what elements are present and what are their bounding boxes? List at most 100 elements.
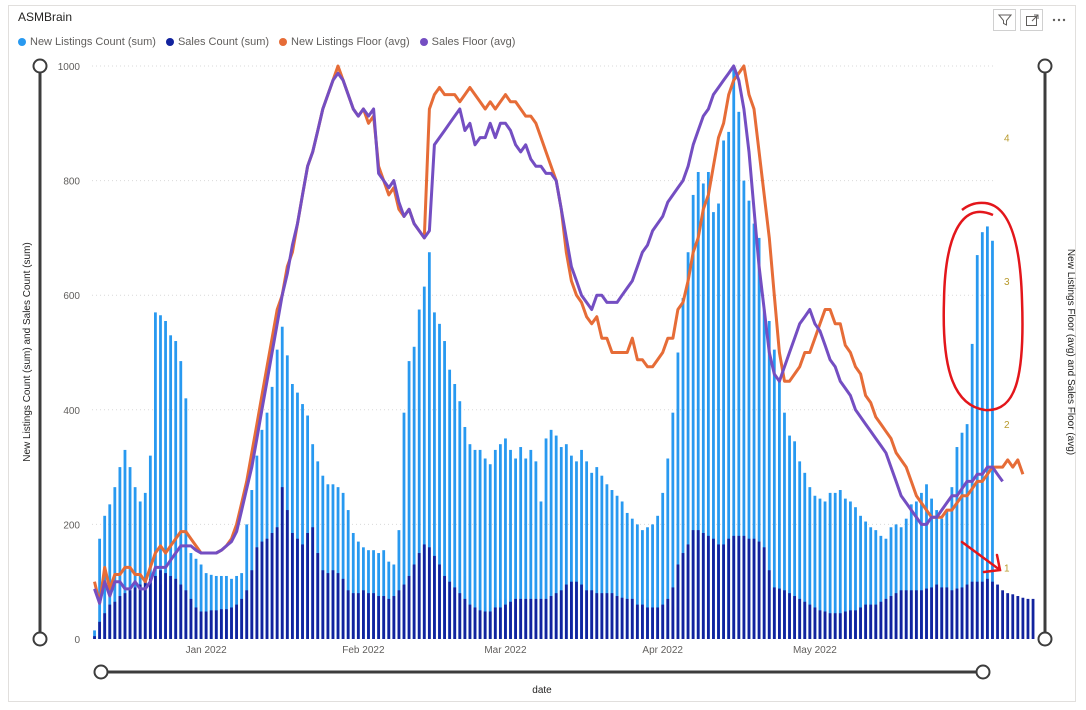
bar-new-listings[interactable] [930, 498, 933, 639]
bar-sales-count[interactable] [367, 593, 370, 639]
bar-sales-count[interactable] [433, 555, 436, 639]
bar-new-listings[interactable] [250, 490, 254, 639]
bar-new-listings[interactable] [960, 432, 964, 639]
bar-new-listings[interactable] [382, 550, 386, 639]
bar-new-listings[interactable] [798, 461, 802, 639]
bar-sales-count[interactable] [544, 598, 548, 639]
bar-sales-count[interactable] [818, 610, 822, 639]
bar-new-listings[interactable] [955, 447, 959, 639]
bar-sales-count[interactable] [204, 611, 208, 639]
bar-sales-count[interactable] [133, 587, 137, 639]
bar-new-listings[interactable] [326, 484, 330, 639]
bar-new-listings[interactable] [118, 467, 122, 639]
bar-sales-count[interactable] [174, 578, 178, 639]
bar-new-listings[interactable] [823, 501, 827, 639]
bar-new-listings[interactable] [828, 492, 832, 639]
bar-sales-count[interactable] [980, 581, 984, 639]
bar-new-listings[interactable] [549, 429, 553, 639]
bar-new-listings[interactable] [539, 501, 543, 639]
bar-sales-count[interactable] [610, 593, 614, 639]
bar-new-listings[interactable] [864, 521, 868, 639]
bar-sales-count[interactable] [737, 535, 741, 639]
x-zoom-slider[interactable] [93, 664, 991, 680]
bar-sales-count[interactable] [580, 584, 583, 639]
bar-sales-count[interactable] [590, 590, 594, 639]
bar-sales-count[interactable] [940, 587, 944, 639]
bar-new-listings[interactable] [575, 461, 578, 639]
bar-sales-count[interactable] [412, 564, 416, 639]
bar-new-listings[interactable] [737, 111, 741, 640]
bar-new-listings[interactable] [443, 341, 446, 639]
bar-sales-count[interactable] [570, 581, 573, 639]
bar-new-listings[interactable] [225, 575, 228, 639]
bar-new-listings[interactable] [169, 335, 173, 639]
bar-new-listings[interactable] [605, 484, 609, 639]
bar-new-listings[interactable] [914, 501, 918, 639]
bar-sales-count[interactable] [1021, 597, 1025, 639]
bar-sales-count[interactable] [747, 538, 751, 639]
bar-sales-count[interactable] [681, 553, 685, 639]
bar-sales-count[interactable] [1016, 596, 1020, 639]
bar-sales-count[interactable] [306, 532, 309, 639]
bar-sales-count[interactable] [519, 598, 523, 639]
bar-sales-count[interactable] [717, 544, 720, 639]
bar-new-listings[interactable] [468, 444, 472, 639]
bar-new-listings[interactable] [397, 530, 401, 639]
bar-new-listings[interactable] [838, 490, 842, 639]
bar-sales-count[interactable] [656, 607, 660, 639]
bar-sales-count[interactable] [554, 593, 558, 639]
bar-new-listings[interactable] [899, 527, 903, 639]
bar-sales-count[interactable] [874, 604, 878, 639]
bar-new-listings[interactable] [641, 530, 644, 639]
bar-sales-count[interactable] [514, 598, 517, 639]
bar-sales-count[interactable] [422, 544, 426, 639]
bar-new-listings[interactable] [214, 575, 218, 639]
bar-sales-count[interactable] [148, 578, 152, 639]
bar-sales-count[interactable] [904, 590, 908, 639]
bar-new-listings[interactable] [341, 492, 345, 639]
bar-sales-count[interactable] [255, 547, 259, 639]
bar-new-listings[interactable] [438, 323, 441, 639]
bar-new-listings[interactable] [412, 346, 416, 639]
bar-sales-count[interactable] [752, 538, 756, 639]
bar-sales-count[interactable] [478, 610, 482, 639]
bar-new-listings[interactable] [483, 458, 487, 639]
bar-sales-count[interactable] [889, 596, 893, 639]
bar-new-listings[interactable] [199, 564, 203, 639]
bar-new-listings[interactable] [493, 449, 497, 639]
bar-sales-count[interactable] [296, 538, 299, 639]
bar-new-listings[interactable] [600, 475, 604, 639]
bar-sales-count[interactable] [960, 587, 964, 639]
bar-sales-count[interactable] [620, 597, 624, 639]
bar-sales-count[interactable] [732, 535, 736, 639]
bar-sales-count[interactable] [427, 547, 431, 639]
bar-new-listings[interactable] [788, 435, 791, 639]
bar-sales-count[interactable] [468, 604, 472, 639]
bar-new-listings[interactable] [265, 412, 269, 639]
bar-new-listings[interactable] [280, 326, 284, 639]
bar-sales-count[interactable] [143, 581, 147, 639]
bar-sales-count[interactable] [509, 601, 512, 639]
bar-sales-count[interactable] [1011, 594, 1015, 639]
bar-new-listings[interactable] [980, 232, 984, 640]
bar-sales-count[interactable] [894, 593, 898, 639]
bar-sales-count[interactable] [615, 596, 619, 639]
bar-sales-count[interactable] [453, 587, 457, 639]
bar-new-listings[interactable] [184, 398, 188, 639]
bar-sales-count[interactable] [909, 590, 913, 639]
focus-mode-button[interactable] [1020, 9, 1043, 31]
bar-sales-count[interactable] [945, 587, 949, 639]
bar-sales-count[interactable] [103, 613, 107, 639]
bar-new-listings[interactable] [219, 575, 223, 639]
bar-new-listings[interactable] [554, 435, 558, 639]
slider-handle-left[interactable] [93, 664, 109, 680]
bar-new-listings[interactable] [580, 449, 583, 639]
bar-new-listings[interactable] [245, 524, 249, 639]
bar-new-listings[interactable] [646, 527, 649, 639]
bar-new-listings[interactable] [874, 530, 878, 639]
filter-button[interactable] [993, 9, 1016, 31]
bar-new-listings[interactable] [473, 449, 477, 639]
bar-new-listings[interactable] [321, 475, 325, 639]
bar-sales-count[interactable] [382, 596, 386, 639]
bar-sales-count[interactable] [686, 544, 690, 639]
